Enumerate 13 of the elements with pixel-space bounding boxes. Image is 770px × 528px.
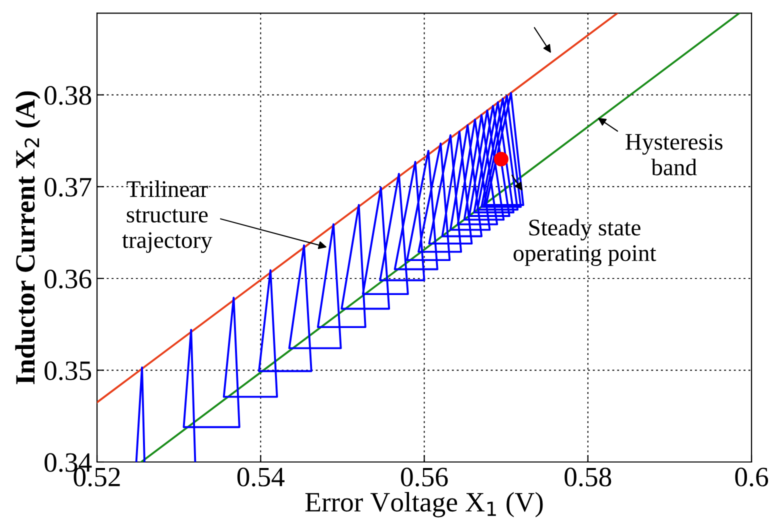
y-tick-label: 0.35 (44, 361, 92, 380)
x-axis-title: Error Voltage X$_{1}$ (V) (305, 492, 543, 518)
annotation: Steady state operating point (514, 218, 656, 266)
annotation: Hysteresis band (626, 134, 722, 176)
x-tick-label: 0.56 (401, 468, 448, 487)
y-tick-label: 0.36 (44, 270, 92, 288)
annotation: Trilinear structure trajectory (122, 180, 212, 253)
y-axis-title: Inductor Current X$_{2}$ (A) (15, 91, 40, 384)
x-tick-label: 0.58 (564, 468, 612, 487)
x-tick-label: 0.54 (237, 468, 285, 487)
y-tick-label: 0.37 (44, 178, 92, 197)
y-tick-label: 0.38 (44, 86, 92, 105)
x-tick-label: 0.6 (735, 468, 768, 487)
